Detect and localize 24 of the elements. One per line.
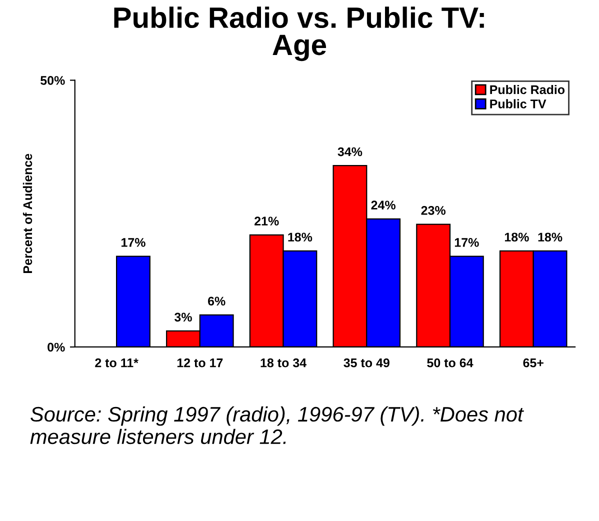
x-tick-label: 12 to 17 (177, 358, 223, 368)
data-label: 21% (254, 216, 279, 226)
y-tick-label: 50% (40, 76, 65, 85)
x-tick-label: 50 to 64 (427, 358, 474, 368)
data-label: 23% (421, 206, 446, 215)
x-tick-label: 18 to 34 (260, 358, 306, 368)
x-tick-label: 65+ (523, 358, 544, 368)
data-label: 18% (504, 232, 529, 242)
x-tick-label: 35 to 49 (344, 358, 390, 368)
y-tick-label: 0% (48, 342, 65, 352)
data-label: 24% (371, 200, 396, 210)
data-label: 6% (208, 296, 226, 306)
y-axis-title: Percent of Audience (22, 154, 32, 273)
x-tick-label: 2 to 11* (95, 358, 138, 368)
data-label: 18% (288, 232, 312, 242)
data-label: 17% (122, 238, 146, 247)
data-label: 34% (338, 147, 362, 156)
data-label: 18% (538, 232, 562, 242)
data-label: 3% (174, 312, 192, 322)
data-label: 17% (454, 238, 479, 247)
chart-title: Public Radio vs. Public TV: Age (114, 6, 484, 62)
legend-label: Public TV (490, 99, 546, 108)
legend-label: Public Radio (490, 84, 565, 94)
source-note: Source: Spring 1997 (radio), 1996-97 (TV). *Does not measure listeners under 12. (30, 406, 524, 444)
